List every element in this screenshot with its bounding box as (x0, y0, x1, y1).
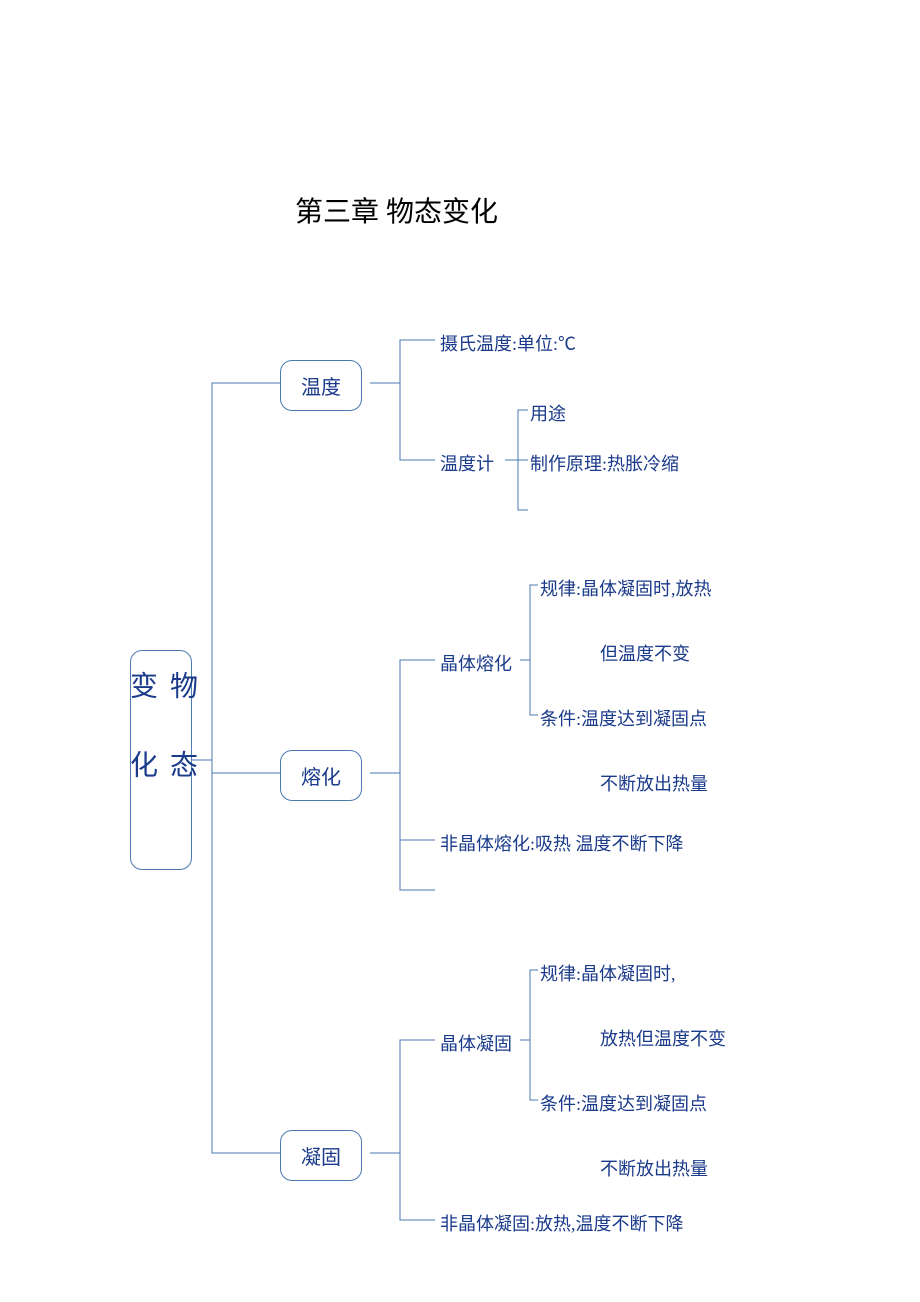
leaf-crystal-freezing: 晶体凝固 (440, 1030, 512, 1056)
root-label: 物 态 变 化 (121, 671, 201, 849)
branch-freezing: 凝固 (280, 1130, 362, 1181)
branch-melting: 熔化 (280, 750, 362, 801)
branch-freezing-label: 凝固 (301, 1141, 341, 1170)
leaf-crystal-freezing-cond1: 条件:温度达到凝固点 (540, 1090, 707, 1116)
branch-temperature: 温度 (280, 360, 362, 411)
leaf-crystal-melting: 晶体熔化 (440, 650, 512, 676)
leaf-crystal-melting-cond1: 条件:温度达到凝固点 (540, 705, 707, 731)
leaf-crystal-melting-rule1: 规律:晶体凝固时,放热 (540, 575, 712, 601)
leaf-crystal-freezing-rule2: 放热但温度不变 (600, 1025, 726, 1051)
leaf-crystal-freezing-rule1: 规律:晶体凝固时, (540, 960, 676, 986)
branch-temperature-label: 温度 (301, 371, 341, 400)
leaf-thermometer-use: 用途 (530, 400, 566, 426)
branch-melting-label: 熔化 (301, 761, 341, 790)
chapter-title: 第三章 物态变化 (295, 190, 498, 230)
root-node: 物 态 变 化 (130, 650, 192, 870)
leaf-thermometer-principle: 制作原理:热胀冷缩 (530, 450, 679, 476)
leaf-thermometer: 温度计 (440, 450, 494, 476)
leaf-crystal-melting-rule2: 但温度不变 (600, 640, 690, 666)
leaf-celsius: 摄氏温度:单位:℃ (440, 330, 576, 356)
leaf-amorphous-melting: 非晶体熔化:吸热 温度不断下降 (440, 830, 684, 856)
leaf-crystal-melting-cond2: 不断放出热量 (600, 770, 708, 796)
leaf-amorphous-freezing: 非晶体凝固:放热,温度不断下降 (440, 1210, 684, 1236)
leaf-crystal-freezing-cond2: 不断放出热量 (600, 1155, 708, 1181)
